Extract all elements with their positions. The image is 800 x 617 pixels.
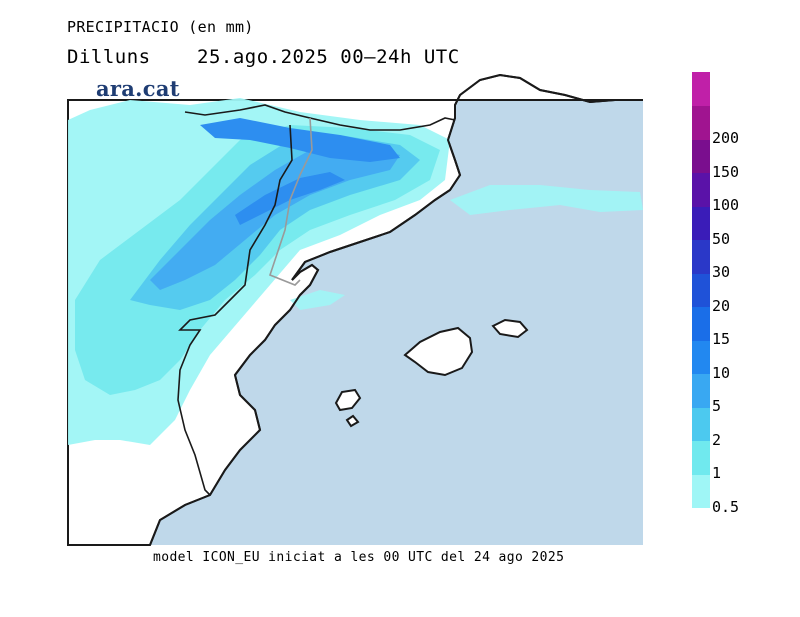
legend-label: 2 (712, 430, 722, 449)
legend-swatch (692, 273, 710, 308)
menorca-island (491, 318, 529, 339)
legend-label: 150 (712, 162, 740, 181)
legend-swatch (692, 440, 710, 475)
legend-swatch (692, 72, 710, 107)
legend-label: 200 (712, 129, 740, 148)
formentera-island (345, 414, 360, 428)
legend-label: 5 (712, 397, 722, 416)
ibiza-island (334, 388, 362, 412)
ara-logo[interactable]: ara.cat (96, 76, 180, 101)
legend-label: 10 (712, 363, 731, 382)
legend-label: 15 (712, 330, 731, 349)
forecast-date-range: 25.ago.2025 00—24h UTC (197, 46, 460, 68)
aragon-border (177, 124, 293, 496)
legend-label: 0.5 (712, 498, 740, 516)
sea-showers (290, 185, 643, 310)
legend-swatch (692, 474, 710, 509)
legend-swatch (692, 340, 710, 375)
map-title: PRECIPITACIO (en mm) (67, 18, 254, 36)
legend-label: 1 (712, 464, 722, 483)
legend-label: 100 (712, 196, 740, 215)
regional-border (269, 117, 313, 286)
mallorca-island (403, 326, 474, 377)
legend-swatch (692, 172, 710, 207)
legend-label: 50 (712, 229, 731, 248)
precipitation-shading (68, 98, 450, 445)
legend-swatch (692, 239, 710, 274)
legend-swatch (692, 306, 710, 341)
precipitation-legend (692, 72, 710, 509)
legend-swatch (692, 105, 710, 140)
model-note: model ICON_EU iniciat a les 00 UTC del 2… (153, 550, 565, 565)
legend-label: 20 (712, 296, 731, 315)
legend-swatch (692, 407, 710, 442)
legend-swatch (692, 373, 710, 408)
forecast-day: Dilluns (67, 46, 151, 68)
coastline (149, 73, 643, 546)
legend-swatch (692, 206, 710, 241)
legend-label: 30 (712, 263, 731, 282)
france-border (184, 104, 456, 131)
legend-swatch (692, 139, 710, 174)
